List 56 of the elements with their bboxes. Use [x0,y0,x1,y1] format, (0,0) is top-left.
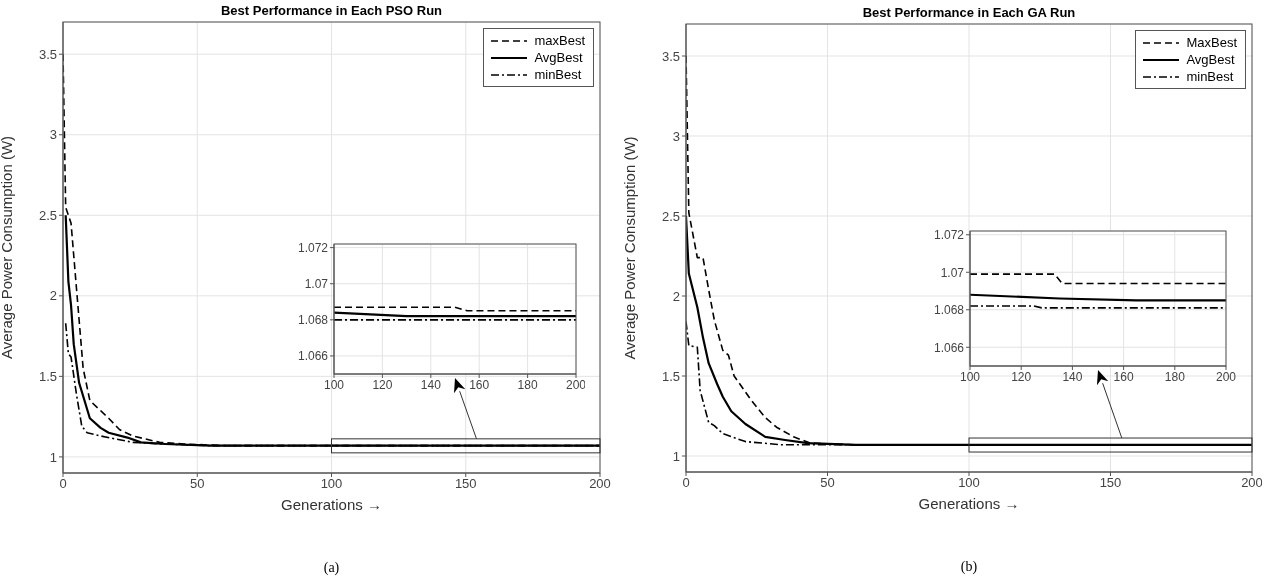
legend-label: maxBest [534,33,585,48]
y-tick-label: 1.066 [933,340,965,355]
legend-label: AvgBest [1186,52,1235,67]
text: (b) [959,559,979,575]
x-tick-label: 180 [517,377,538,392]
x-tick-label: 100 [323,377,345,392]
x-tick-label: 0 [682,475,690,491]
x-tick-label: 100 [958,475,980,491]
y-tick-label: 1.066 [297,349,329,364]
y-tick-label: 1.5 [38,368,57,384]
x-tick-label: 180 [1164,369,1186,384]
x-tick-label: 200 [1215,369,1237,384]
x-tick-label: 120 [1011,369,1032,384]
y-axis-title: Average Power Consumption (W) [0,135,16,360]
y-tick-label: 1.068 [933,303,965,318]
y-tick-label: 1.072 [297,240,329,255]
chart-title: Best Performance in Each PSO Run [219,3,444,18]
y-tick-label: 1.07 [940,265,965,280]
x-tick-label: 50 [190,476,205,492]
chart-title: Best Performance in Each GA Run [861,5,1077,20]
x-tick-label: 150 [454,476,477,492]
y-tick-label: 3 [49,127,57,143]
legend-label: MaxBest [1186,35,1237,50]
x-tick-label: 160 [469,377,490,392]
y-tick-label: 1 [672,448,680,464]
x-tick-label: 200 [589,476,611,492]
x-tick-label: 120 [372,377,393,392]
x-tick-label: 160 [1113,369,1134,384]
legend-label: minBest [534,67,582,82]
x-tick-label: 100 [320,476,343,492]
y-tick-label: 1.072 [933,228,965,243]
y-tick-label: 2.5 [661,208,680,224]
y-tick-label: 1.5 [661,368,680,384]
x-axis-title: Generations → [918,495,1020,512]
x-tick-label: 50 [820,475,835,491]
legend-label: minBest [1186,69,1234,84]
x-tick-label: 200 [1241,475,1263,491]
x-tick-label: 200 [565,377,587,392]
x-tick-label: 0 [59,476,67,492]
x-tick-label: 140 [1062,369,1083,384]
text: (a) [322,560,341,576]
x-axis-title: Generations → [281,496,382,513]
legend-label: AvgBest [534,50,583,65]
x-tick-label: 150 [1099,475,1122,491]
y-tick-label: 2.5 [38,207,57,223]
y-tick-label: 1.068 [297,313,329,328]
x-tick-label: 140 [420,377,442,392]
y-tick-label: 3.5 [38,46,57,62]
y-tick-label: 3 [672,128,680,144]
y-tick-label: 1 [49,449,57,465]
y-tick-label: 3.5 [661,48,680,64]
y-tick-label: 2 [49,288,57,304]
y-tick-label: 2 [672,288,680,304]
x-tick-label: 100 [959,369,981,384]
y-axis-title: Average Power Consumption (W) [621,136,639,360]
y-tick-label: 1.07 [304,276,329,291]
